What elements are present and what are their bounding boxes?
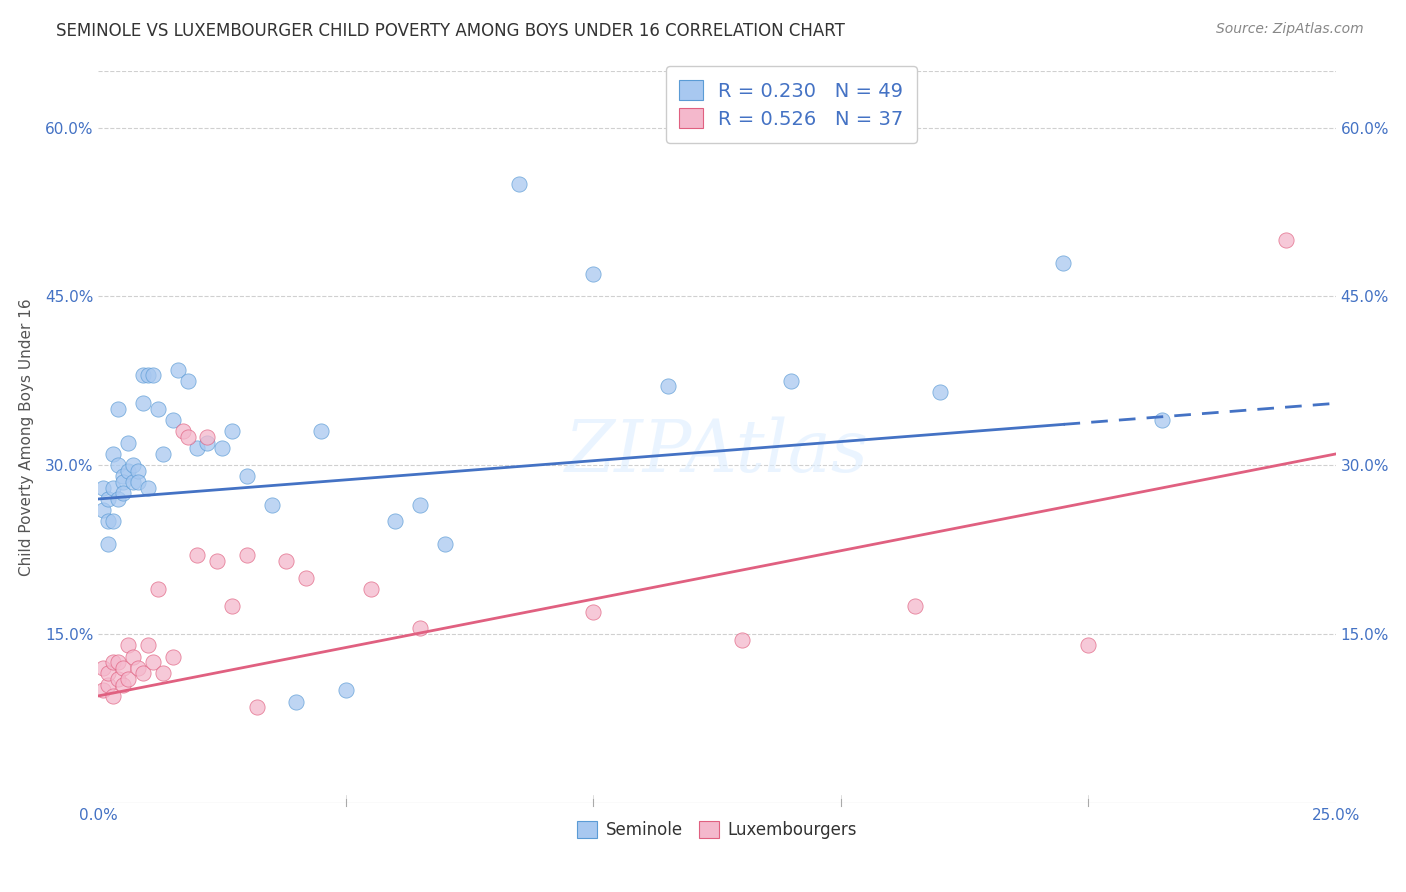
Point	[122, 475, 145, 489]
Point	[136, 481, 159, 495]
Point	[93, 661, 115, 675]
Point	[93, 683, 115, 698]
Point	[1052, 255, 1074, 269]
Point	[146, 582, 169, 596]
Point	[107, 491, 129, 506]
Point	[97, 537, 120, 551]
Point	[211, 442, 233, 456]
Point	[117, 672, 139, 686]
Point	[142, 368, 165, 383]
Point	[582, 267, 605, 281]
Point	[731, 632, 754, 647]
Point	[582, 605, 605, 619]
Point	[205, 554, 228, 568]
Point	[112, 475, 135, 489]
Point	[103, 447, 125, 461]
Point	[1077, 638, 1099, 652]
Point	[146, 401, 169, 416]
Point	[127, 464, 149, 478]
Point	[276, 554, 298, 568]
Point	[97, 678, 120, 692]
Point	[127, 475, 149, 489]
Point	[172, 425, 194, 439]
Point	[904, 599, 927, 613]
Point	[236, 548, 259, 562]
Point	[508, 177, 530, 191]
Point	[1275, 233, 1298, 247]
Point	[152, 666, 174, 681]
Point	[657, 379, 679, 393]
Point	[97, 666, 120, 681]
Point	[127, 661, 149, 675]
Point	[142, 655, 165, 669]
Point	[195, 435, 218, 450]
Point	[186, 548, 208, 562]
Point	[285, 694, 308, 708]
Point	[221, 599, 243, 613]
Point	[93, 503, 115, 517]
Point	[176, 430, 198, 444]
Point	[433, 537, 456, 551]
Point	[780, 374, 803, 388]
Point	[176, 374, 198, 388]
Point	[221, 425, 243, 439]
Point	[928, 385, 950, 400]
Point	[295, 571, 318, 585]
Point	[162, 413, 184, 427]
Point	[107, 458, 129, 473]
Point	[122, 649, 145, 664]
Point	[112, 661, 135, 675]
Point	[103, 481, 125, 495]
Point	[236, 469, 259, 483]
Point	[195, 430, 218, 444]
Point	[107, 655, 129, 669]
Point	[136, 368, 159, 383]
Point	[112, 469, 135, 483]
Point	[132, 666, 155, 681]
Point	[186, 442, 208, 456]
Point	[117, 638, 139, 652]
Legend: Seminole, Luxembourgers: Seminole, Luxembourgers	[571, 814, 863, 846]
Point	[112, 678, 135, 692]
Point	[107, 401, 129, 416]
Point	[132, 368, 155, 383]
Point	[166, 362, 188, 376]
Point	[97, 515, 120, 529]
Point	[409, 498, 432, 512]
Y-axis label: Child Poverty Among Boys Under 16: Child Poverty Among Boys Under 16	[18, 298, 34, 576]
Text: Source: ZipAtlas.com: Source: ZipAtlas.com	[1216, 22, 1364, 37]
Point	[97, 491, 120, 506]
Text: SEMINOLE VS LUXEMBOURGER CHILD POVERTY AMONG BOYS UNDER 16 CORRELATION CHART: SEMINOLE VS LUXEMBOURGER CHILD POVERTY A…	[56, 22, 845, 40]
Point	[162, 649, 184, 664]
Point	[136, 638, 159, 652]
Point	[122, 458, 145, 473]
Point	[384, 515, 406, 529]
Point	[103, 515, 125, 529]
Point	[360, 582, 382, 596]
Point	[117, 464, 139, 478]
Point	[335, 683, 357, 698]
Point	[1152, 413, 1174, 427]
Point	[103, 655, 125, 669]
Point	[112, 486, 135, 500]
Point	[93, 481, 115, 495]
Point	[103, 689, 125, 703]
Point	[409, 621, 432, 635]
Point	[260, 498, 283, 512]
Point	[132, 396, 155, 410]
Point	[309, 425, 332, 439]
Point	[152, 447, 174, 461]
Point	[107, 672, 129, 686]
Point	[246, 700, 269, 714]
Text: ZIPAtlas: ZIPAtlas	[565, 417, 869, 487]
Point	[117, 435, 139, 450]
